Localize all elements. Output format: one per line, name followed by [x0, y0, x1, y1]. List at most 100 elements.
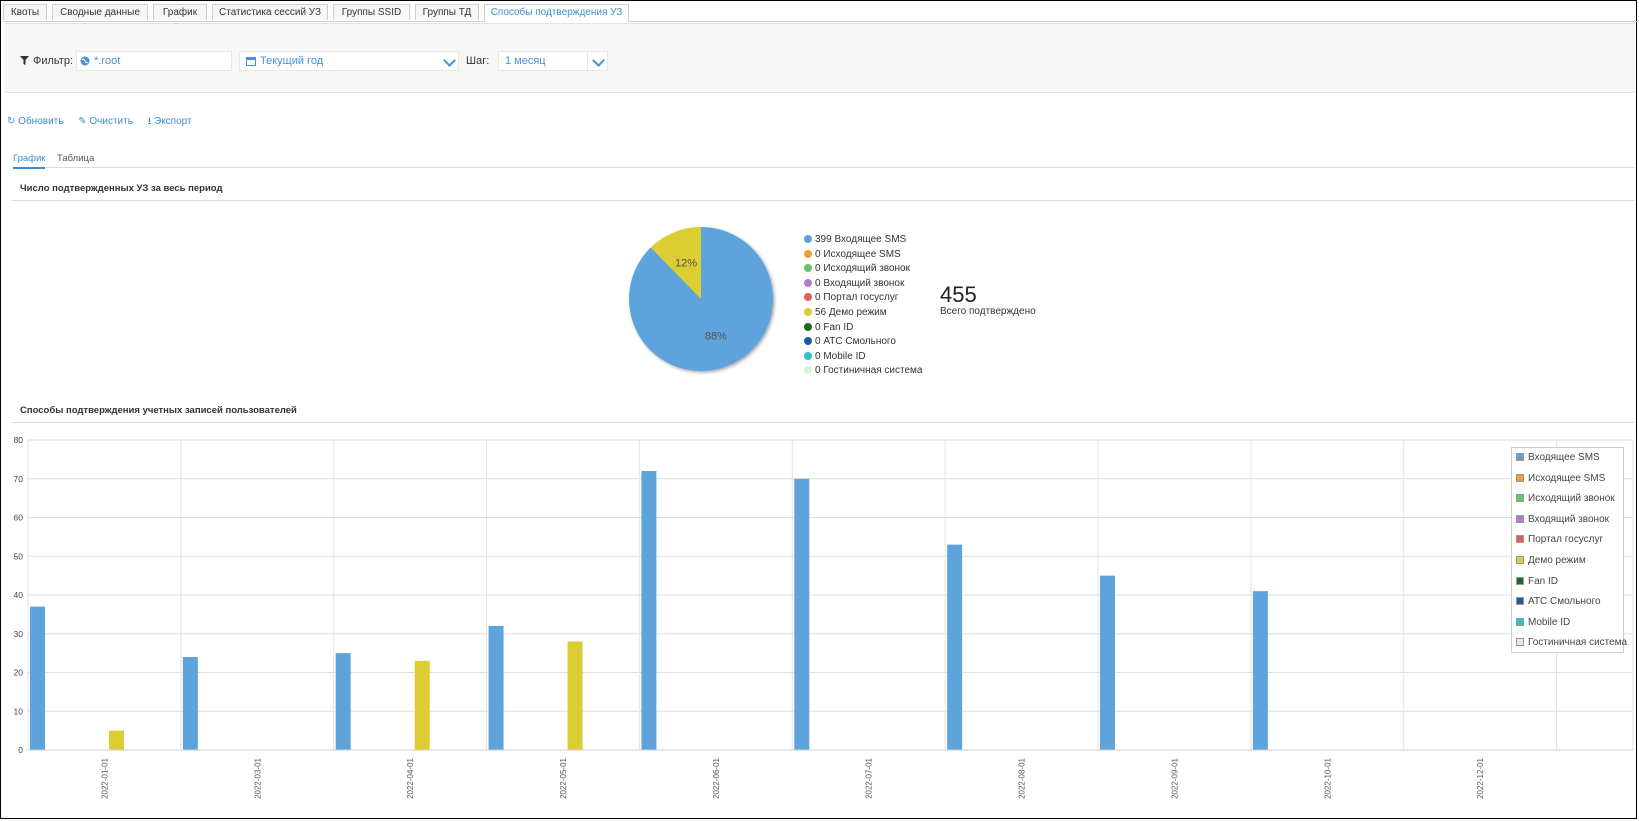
bar-legend-item[interactable]: Fan ID [1516, 576, 1558, 587]
y-tick-label: 70 [14, 474, 24, 484]
step-value: 1 месяц [505, 55, 546, 67]
legend-label: Исходящее SMS [1528, 472, 1606, 484]
total-confirmed-label: Всего подтверждено [940, 306, 1036, 317]
pie-legend-item[interactable]: 0 АТС Смольного [804, 336, 896, 347]
legend-swatch-icon [1516, 535, 1524, 544]
chevron-down-icon[interactable] [443, 54, 456, 67]
step-select[interactable]: 1 месяц [498, 51, 608, 71]
legend-swatch-icon [1516, 576, 1524, 585]
y-tick-label: 40 [14, 590, 24, 600]
legend-count: 0 [815, 321, 824, 333]
bar-legend-item[interactable]: Гостиничная система [1516, 637, 1627, 648]
bar-legend-item[interactable]: Исходящий звонок [1516, 493, 1615, 504]
legend-swatch-icon [1516, 473, 1524, 482]
step-label: Шаг: [466, 55, 490, 67]
x-tick-label: 2022-05-01 [559, 757, 568, 798]
legend-count: 56 [815, 307, 829, 318]
pie-legend-item[interactable]: 0 Гостиничная система [804, 365, 922, 376]
bar-legend-item[interactable]: Демо режим [1516, 555, 1586, 566]
legend-label: Fan ID [823, 321, 854, 333]
export-button[interactable]: ⭳ Экспорт [147, 116, 192, 127]
y-tick-label: 50 [14, 551, 24, 561]
y-tick-label: 80 [14, 435, 24, 445]
view-subtabs: График Таблица [12, 150, 1634, 169]
tab-summary[interactable]: Сводные данные [52, 4, 148, 20]
bar-incoming-sms [1252, 591, 1268, 750]
tab-session-stats[interactable]: Статистика сессий УЗ [212, 4, 328, 20]
x-tick-label: 2022-03-01 [253, 757, 262, 798]
legend-label: Mobile ID [1528, 616, 1571, 628]
bar-legend-item[interactable]: АТС Смольного [1516, 596, 1601, 607]
legend-count: 0 [815, 292, 824, 304]
pie-legend-item[interactable]: 0 Исходящее SMS [804, 249, 901, 260]
pie-legend-item[interactable]: 0 Входящий звонок [804, 278, 904, 289]
y-tick-label: 30 [14, 629, 24, 639]
legend-dot-icon [804, 322, 812, 331]
legend-count: 0 [815, 248, 824, 260]
legend-label: Mobile ID [823, 350, 866, 362]
legend-swatch-icon [1516, 617, 1524, 626]
refresh-label: Обновить [18, 116, 64, 127]
legend-dot-icon [804, 264, 812, 273]
tab-ssid-groups[interactable]: Группы SSID [333, 4, 410, 20]
tab-ap-groups[interactable]: Группы ТД [415, 4, 479, 20]
legend-label: Входящий звонок [1528, 513, 1610, 525]
pie-percent-label: 12% [675, 257, 697, 269]
legend-dot-icon [804, 366, 812, 375]
filter-icon [20, 56, 29, 65]
pie-legend-item[interactable]: 399 Входящее SMS [804, 234, 906, 245]
subtab-table[interactable]: Таблица [57, 153, 95, 164]
legend-label: Портал госуслуг [823, 292, 899, 304]
globe-icon [80, 56, 90, 66]
legend-count: 0 [815, 336, 824, 348]
legend-count: 0 [815, 365, 824, 377]
bar-incoming-sms [182, 657, 198, 750]
bar-demo-mode [109, 730, 124, 750]
legend-dot-icon [804, 235, 812, 243]
legend-dot-icon [804, 278, 812, 287]
legend-label: Исходящий звонок [823, 263, 910, 275]
y-tick-label: 20 [14, 668, 24, 678]
bar-incoming-sms [947, 544, 963, 750]
bar-chart: 0 10 20 30 40 50 60 70 80 2022-01-01 2022-03-01 202… [14, 435, 1634, 799]
divider [12, 422, 1634, 423]
bar-incoming-sms [641, 471, 657, 750]
legend-swatch-icon [1516, 597, 1524, 606]
pie-legend-item[interactable]: 0 Fan ID [804, 322, 853, 333]
legend-swatch-icon [1516, 638, 1524, 647]
x-tick-label: 2022-08-01 [1018, 757, 1027, 798]
clear-button[interactable]: ✎ Очистить [78, 116, 133, 127]
org-filter-value: *.root [94, 55, 121, 67]
x-tick-label: 2022-06-01 [712, 757, 721, 798]
bar-demo-mode [567, 641, 583, 750]
pie-legend-item[interactable]: 0 Исходящий звонок [804, 263, 910, 274]
legend-dot-icon [804, 249, 812, 258]
subtab-graph[interactable]: График [13, 153, 46, 169]
y-tick-label: 60 [14, 513, 24, 523]
top-tab-bar: Квоты Сводные данные График Статистика с… [3, 4, 1639, 22]
bar-legend-item[interactable]: Входящее SMS [1516, 452, 1600, 463]
pie-legend-item[interactable]: 0 Mobile ID [804, 351, 866, 362]
bar-legend-item[interactable]: Входящий звонок [1516, 514, 1609, 525]
refresh-button[interactable]: ↻ Обновить [7, 116, 64, 127]
legend-swatch-icon [1516, 494, 1524, 503]
x-tick-label: 2022-09-01 [1170, 757, 1179, 798]
export-label: Экспорт [154, 116, 192, 127]
chevron-down-icon[interactable] [592, 54, 605, 67]
x-tick-label: 2022-04-01 [406, 757, 415, 798]
org-filter-input[interactable]: *.root [76, 51, 232, 71]
bar-legend-item[interactable]: Исходящее SMS [1516, 473, 1605, 484]
bar-section-title: Способы подтверждения учетных записей по… [20, 405, 297, 416]
tab-graph[interactable]: График [153, 4, 207, 20]
bar-legend-item[interactable]: Портал госуслуг [1516, 534, 1603, 545]
bar-legend-item[interactable]: Mobile ID [1516, 617, 1570, 628]
tab-quotas[interactable]: Квоты [3, 4, 47, 20]
legend-count: 399 [815, 234, 835, 245]
pie-legend-item[interactable]: 0 Портал госуслуг [804, 292, 898, 303]
pie-legend-item[interactable]: 56 Демо режим [804, 307, 887, 318]
legend-dot-icon [804, 337, 812, 346]
bar-incoming-sms [30, 606, 45, 750]
tab-confirmation-methods[interactable]: Способы подтверждения УЗ [484, 4, 629, 22]
x-tick-label: 2022-10-01 [1323, 757, 1332, 798]
period-select[interactable]: Текущий год [239, 51, 459, 71]
